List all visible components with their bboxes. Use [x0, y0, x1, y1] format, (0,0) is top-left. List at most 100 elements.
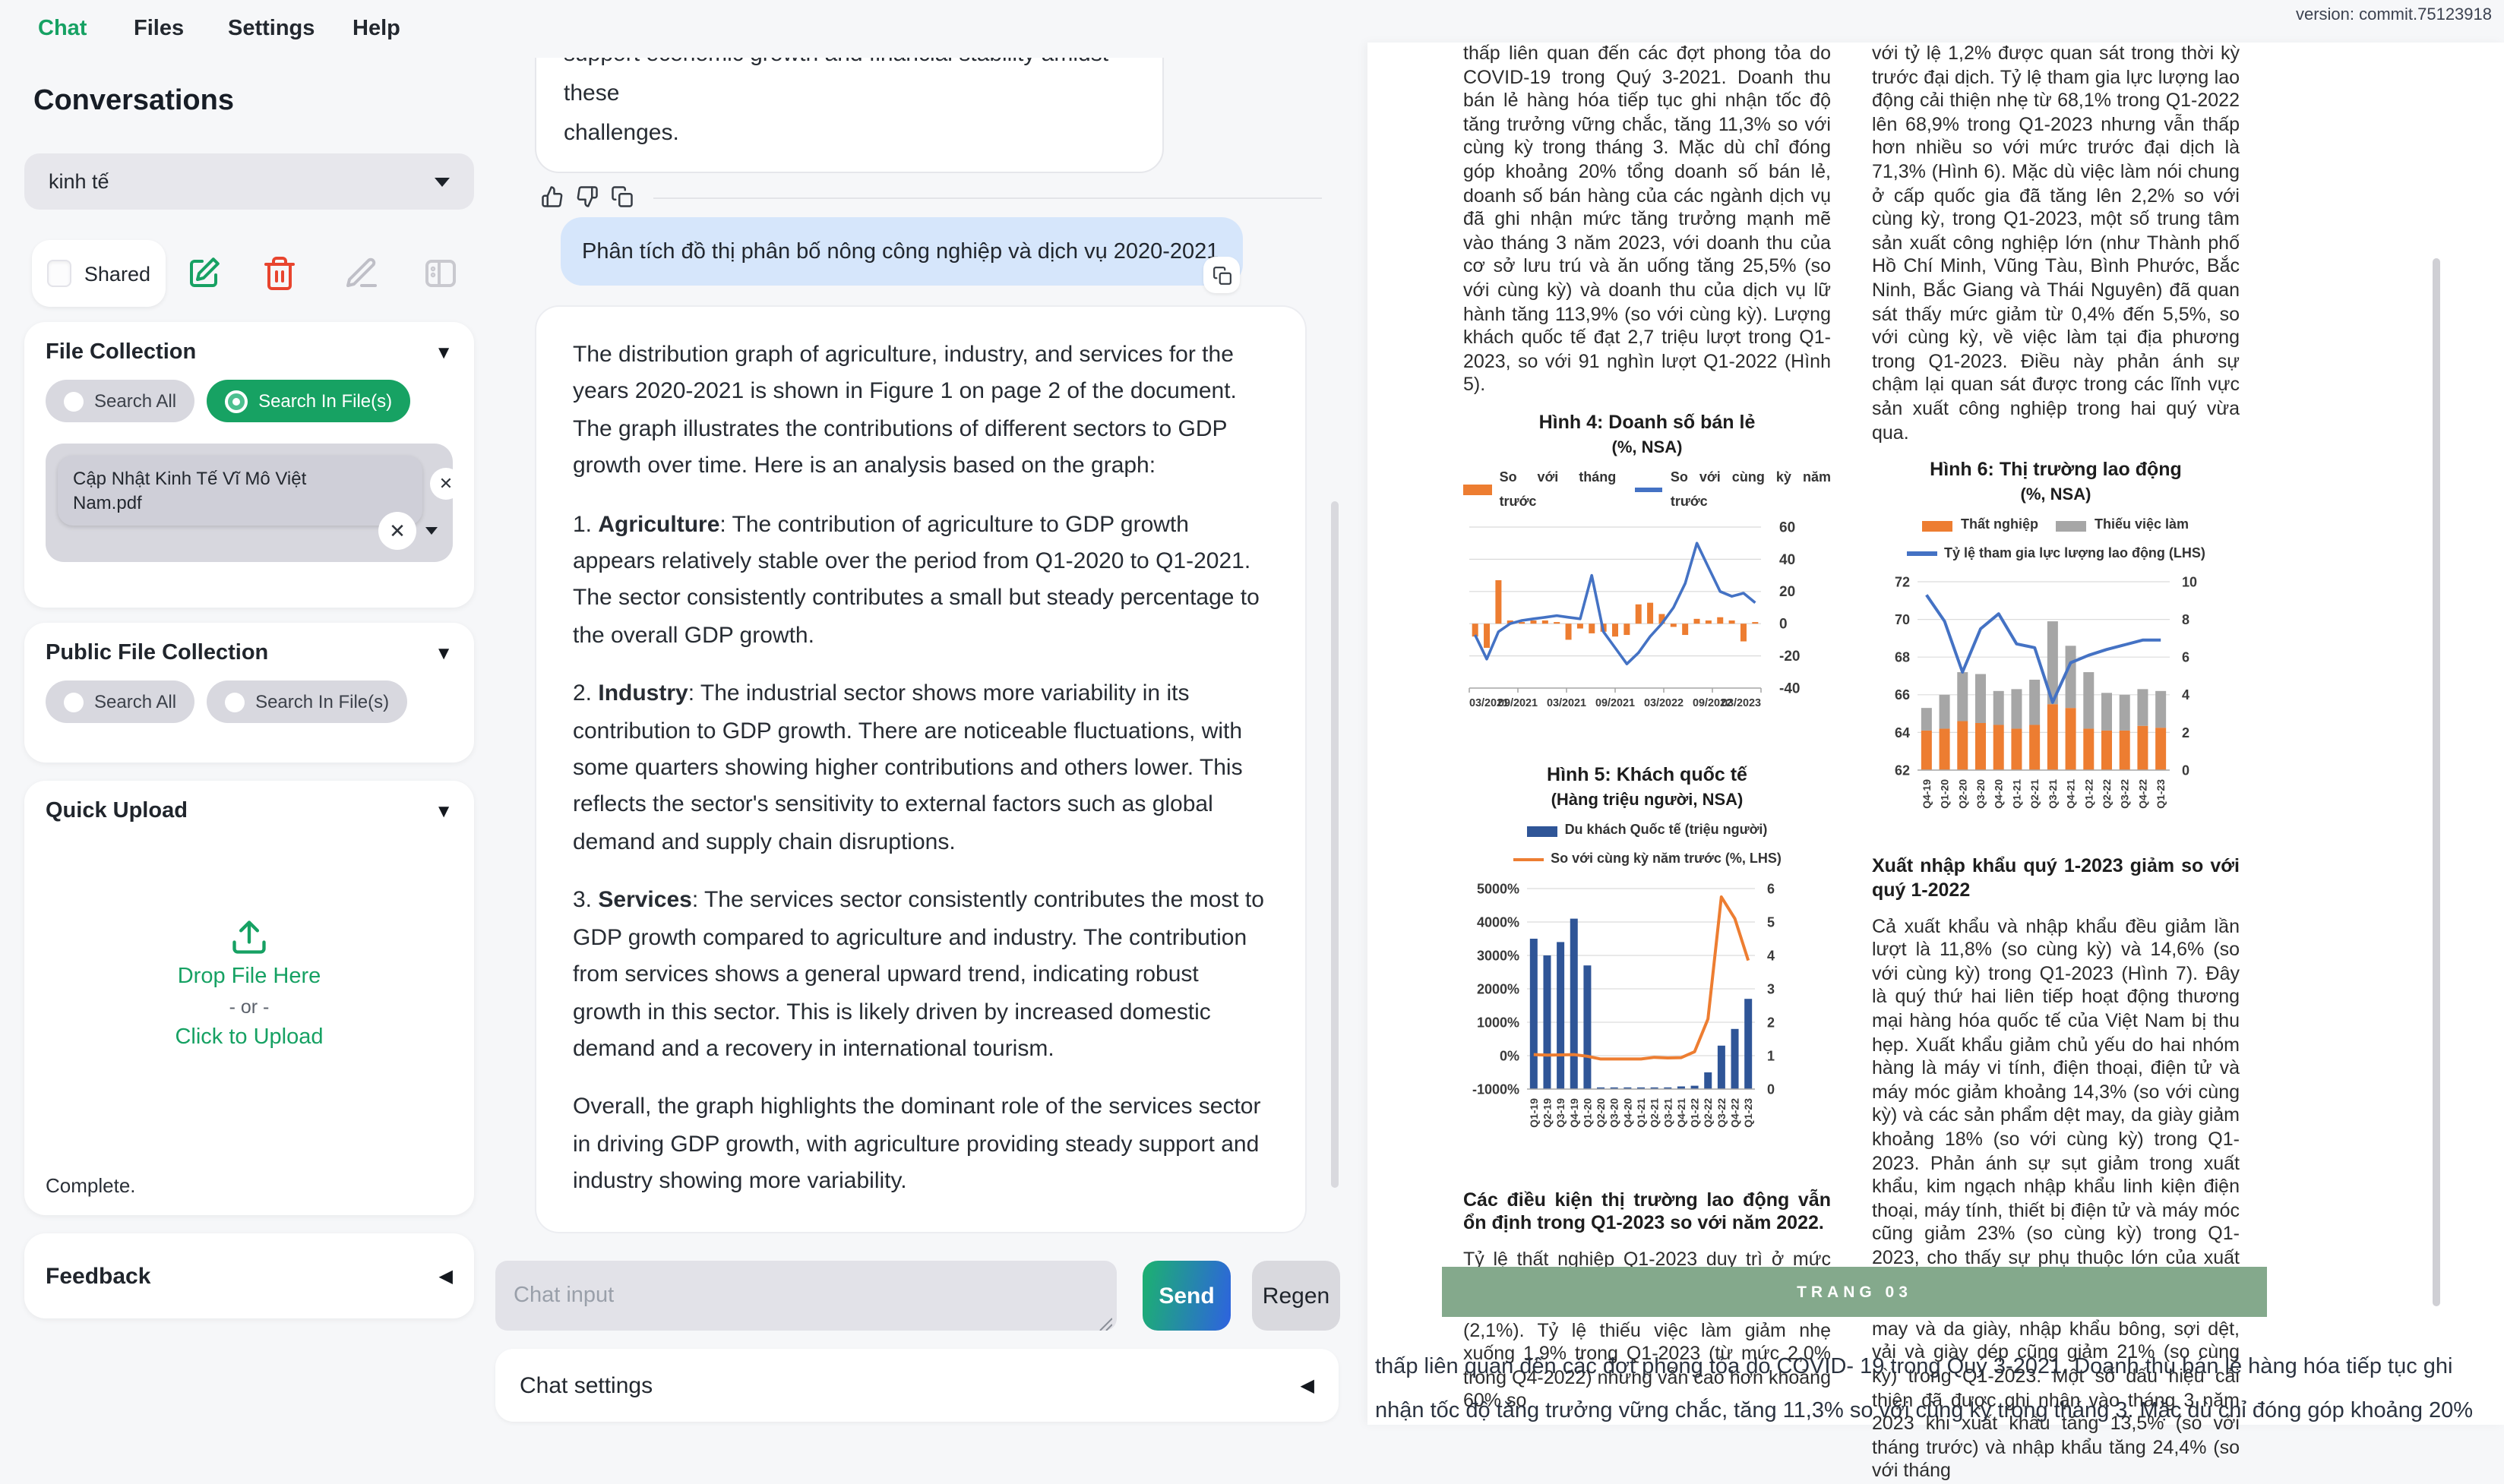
chat-settings-label: Chat settings [520, 1372, 653, 1398]
figure5-subtitle: (Hàng triệu người, NSA) [1551, 791, 1744, 810]
user-message-bubble: Phân tích đồ thị phân bố nông công nghiệ… [561, 217, 1243, 286]
conversation-select[interactable]: kinh tế [24, 153, 474, 210]
side-panel-icon[interactable] [422, 255, 459, 292]
rename-icon[interactable] [343, 255, 380, 292]
svg-text:Q2-22: Q2-22 [2101, 780, 2113, 810]
selected-files-box: Cập Nhật Kinh Tế Vĩ Mô Việt Nam.pdf ✕ ✕ [46, 444, 462, 562]
chat-input[interactable]: Chat input [495, 1261, 1117, 1331]
svg-text:10: 10 [2182, 575, 2197, 590]
figure6-legend-row2: Tỷ lệ tham gia lực lượng lao động (LHS) [1872, 542, 2240, 566]
svg-text:03/2021: 03/2021 [1547, 698, 1586, 710]
collapse-triangle-icon[interactable]: ▼ [435, 342, 453, 363]
chat-settings-bar[interactable]: Chat settings ◀ [495, 1349, 1339, 1422]
svg-text:03/2021: 03/2021 [1469, 698, 1509, 710]
feedback-panel: Feedback ◀ [24, 1233, 474, 1318]
svg-text:4: 4 [1767, 948, 1775, 963]
user-message-text: Phân tích đồ thị phân bố nông công nghiệ… [582, 239, 1219, 264]
svg-text:Q4-19: Q4-19 [1921, 780, 1933, 810]
legend-label: Du khách Quốc tế (triệu người) [1564, 822, 1768, 838]
legend-swatch [1463, 485, 1492, 496]
delete-conversation-icon[interactable] [261, 255, 298, 292]
resize-handle-icon[interactable] [1097, 1311, 1113, 1331]
chat-message-list[interactable]: support economic growth and financial st… [480, 58, 1367, 1255]
svg-text:09/2022: 09/2022 [1693, 698, 1732, 710]
copy-user-message-button[interactable] [1203, 257, 1240, 293]
message-divider [653, 197, 1322, 199]
conversation-selected-value: kinh tế [49, 170, 109, 193]
expand-left-triangle-icon[interactable]: ◀ [438, 1265, 453, 1287]
public-search-in-files-toggle[interactable]: Search In File(s) [207, 680, 408, 723]
edit-conversation-icon[interactable] [185, 255, 222, 292]
public-file-collection-title: Public File Collection [46, 641, 269, 665]
send-button[interactable]: Send [1143, 1261, 1231, 1331]
regen-button[interactable]: Regen [1252, 1261, 1340, 1331]
svg-text:0%: 0% [1500, 1048, 1519, 1063]
svg-text:Q4-21: Q4-21 [2065, 780, 2077, 810]
upload-dropzone[interactable]: Drop File Here - or - Click to Upload [46, 917, 453, 1050]
figure4-title: Hình 4: Doanh số bán lẻ [1538, 411, 1756, 433]
svg-text:40: 40 [1779, 552, 1795, 568]
figure6-title: Hình 6: Thị trường lao động [1930, 459, 2182, 481]
shared-checkbox[interactable] [47, 260, 72, 287]
assistant-paragraph: Overall, the graph highlights the domina… [573, 1094, 1261, 1195]
legend-swatch [1906, 551, 1937, 556]
svg-text:Q1-23: Q1-23 [1742, 1097, 1754, 1127]
assistant-message-previous: support economic growth and financial st… [535, 58, 1164, 173]
svg-text:Q3-22: Q3-22 [2119, 780, 2131, 810]
collapse-triangle-icon[interactable]: ▼ [435, 800, 453, 822]
shared-toggle[interactable]: Shared [32, 240, 166, 307]
assistant-paragraph: 1. Agriculture: The contribution of agri… [573, 511, 1260, 649]
svg-text:Q3-22: Q3-22 [1715, 1097, 1728, 1127]
nav-tab-files[interactable]: Files [134, 17, 185, 41]
file-dropdown-caret-icon[interactable] [425, 527, 438, 535]
expand-left-triangle-icon[interactable]: ◀ [1300, 1375, 1314, 1396]
pdf-heading: Các điều kiện thị trường lao động vẫn ổn… [1463, 1189, 1831, 1234]
quick-upload-title: Quick Upload [46, 799, 188, 823]
svg-text:Q3-21: Q3-21 [2047, 780, 2059, 810]
radio-on-icon [225, 390, 248, 412]
copy-message-icon[interactable] [611, 185, 634, 216]
thumbs-up-icon[interactable] [541, 185, 564, 216]
svg-text:2000%: 2000% [1477, 981, 1519, 996]
pdf-heading: Xuất nhập khẩu quý 1-2023 giảm so với qu… [1872, 855, 2240, 901]
svg-text:Q1-20: Q1-20 [1581, 1097, 1593, 1127]
svg-text:3000%: 3000% [1477, 948, 1519, 963]
click-to-upload-link[interactable]: Click to Upload [175, 1025, 324, 1050]
svg-text:Q2-19: Q2-19 [1541, 1097, 1553, 1127]
search-all-toggle[interactable]: Search All [46, 380, 195, 422]
document-scrollbar[interactable] [2433, 258, 2440, 1306]
figure5-title: Hình 5: Khách quốc tế [1547, 764, 1747, 786]
svg-text:4000%: 4000% [1477, 914, 1519, 930]
remove-file-icon[interactable]: ✕ [430, 468, 462, 500]
upload-icon [232, 920, 266, 954]
chat-scrollbar[interactable] [1331, 501, 1339, 1188]
nav-tab-help[interactable]: Help [353, 17, 400, 41]
svg-text:Q2-21: Q2-21 [2028, 780, 2041, 810]
svg-text:09/2021: 09/2021 [1498, 698, 1538, 710]
radio-off-icon [64, 391, 84, 411]
svg-text:Q3-19: Q3-19 [1554, 1097, 1567, 1127]
svg-text:-20: -20 [1779, 649, 1800, 665]
public-file-collection-panel: Public File Collection ▼ Search All Sear… [24, 623, 474, 763]
file-item[interactable]: Cập Nhật Kinh Tế Vĩ Mô Việt Nam.pdf ✕ [58, 456, 462, 526]
page-number-label: TRANG 03 [1797, 1283, 1912, 1301]
page-footer-band: TRANG 03 [1442, 1267, 2267, 1317]
public-search-all-toggle[interactable]: Search All [46, 680, 195, 723]
legend-swatch [1526, 826, 1557, 837]
clear-all-files-icon[interactable]: ✕ [378, 512, 416, 550]
svg-text:0: 0 [1767, 1081, 1775, 1097]
svg-text:0: 0 [1779, 617, 1788, 633]
nav-tab-settings[interactable]: Settings [228, 17, 315, 41]
collapse-triangle-icon[interactable]: ▼ [435, 643, 453, 664]
thumbs-down-icon[interactable] [576, 185, 599, 216]
nav-tab-chat[interactable]: Chat [38, 17, 87, 41]
conversations-title: Conversations [33, 85, 234, 117]
file-collection-panel: File Collection ▼ Search All Search In F… [24, 322, 474, 608]
legend-swatch [1922, 520, 1953, 532]
chat-input-placeholder: Chat input [514, 1284, 615, 1308]
legend-swatch [2056, 520, 2087, 532]
search-in-files-toggle[interactable]: Search In File(s) [207, 380, 411, 422]
svg-text:Q2-20: Q2-20 [1595, 1097, 1607, 1127]
